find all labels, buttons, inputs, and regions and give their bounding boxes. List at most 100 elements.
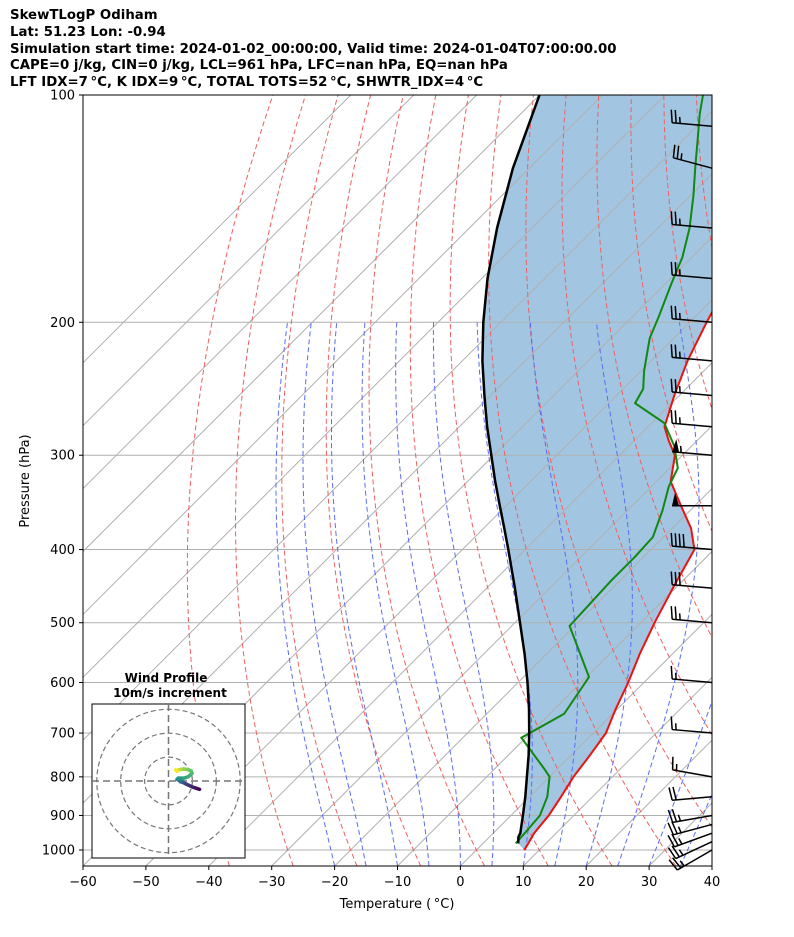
wind-barb [670,378,713,397]
wind-barb [667,841,713,860]
dry-adiabat [561,95,712,736]
barb-shaft [672,356,713,362]
wind-barb [670,305,713,324]
barb-shaft [672,678,713,684]
gridlines-layer [83,95,794,866]
barb-shaft [674,832,713,848]
barb-flag [674,262,677,276]
barb-flag [667,809,674,823]
wind-barb [672,144,713,169]
x-tick-label: −50 [132,875,159,890]
barb-flag [671,833,679,846]
location-line: Lat: 51.23 Lon: -0.94 [10,24,166,40]
moist-adiabat [361,322,430,866]
wind-barb [667,832,713,848]
wind-barb [672,492,712,507]
wind-barb [668,849,713,871]
barb-pennant [672,439,680,453]
barb-flag [667,847,677,860]
barb-flag [670,261,673,276]
barb-flag [670,305,673,319]
isotherm [397,550,712,866]
barb-flag [676,145,680,159]
barb-flag [670,378,673,393]
barb-flag [671,845,680,858]
dry-adiabat [235,95,306,866]
y-tick-label: 200 [50,316,75,331]
moist-adiabat [432,322,495,866]
wind-barb [670,532,713,551]
dry-adiabat [488,95,677,866]
moist-adiabat [711,864,712,866]
barb-half-flag [677,814,682,822]
barb-shaft [673,823,713,836]
dry-adiabat [729,95,794,866]
dry-adiabat [325,95,422,866]
hodograph-subtitle: 10m/s increment [113,686,227,700]
dry-adiabat [281,95,358,866]
barb-shaft [673,157,713,169]
hodograph-inset: Wind Profile 10m/s increment [91,671,246,859]
x-tick-label: 40 [704,875,721,890]
barb-shaft [672,122,713,127]
barb-shaft [672,728,713,734]
barb-shaft [672,618,713,624]
barb-flag [670,211,673,225]
y-tick-label: 700 [50,727,75,742]
x-tick-label: −20 [321,875,348,890]
x-tick-label: −30 [258,875,285,890]
chart-title: SkewTLogP Odiham [10,8,158,23]
isotherm [460,613,712,866]
moist-adiabat [617,322,700,866]
barb-flag [674,410,677,424]
isotherm [145,299,712,866]
barb-flag [670,716,673,730]
barb-flag [671,821,678,835]
y-tick-label: 500 [50,616,75,631]
moist-adiabat [331,322,398,866]
barb-shaft [675,841,713,860]
x-tick-label: −60 [69,875,96,890]
barb-flag [668,859,678,871]
barb-flag [670,109,673,123]
barb-flag [670,571,673,585]
y-tick-label: 1000 [42,844,75,859]
wind-barb [670,211,713,229]
barb-flag [670,344,673,358]
moist-adiabat [648,699,712,866]
barb-flag [678,533,681,547]
barb-shaft [676,849,713,871]
barb-flag [670,665,673,680]
barb-shaft [672,391,713,397]
wind-barb [670,109,713,127]
barb-flag [678,572,681,586]
y-tick-label: 400 [50,543,75,558]
wind-barb [670,344,713,362]
isotherm [83,95,603,616]
barb-half-flag [679,860,685,867]
dry-adiabat [186,95,274,866]
isotherm [83,95,540,553]
dewpoint-line [514,95,704,845]
barb-shaft [672,769,713,778]
barb-shaft [672,545,713,551]
dry-adiabat [663,95,712,411]
wind-barb [672,439,713,456]
barb-flag [670,532,673,547]
wind-barb [670,261,713,280]
barb-flag [674,305,677,320]
barb-flag [671,809,678,822]
barb-shaft [672,795,713,801]
dry-adiabat [762,95,794,866]
index-line: LFT IDX=7 °C, K IDX=9 °C, TOTAL TOTS=52 … [10,75,484,91]
moist-adiabat [529,322,579,866]
hodograph-title: Wind Profile [125,671,208,685]
barb-flag [674,379,677,393]
y-tick-label: 600 [50,676,75,691]
dry-adiabat [368,95,485,866]
isotherm [711,865,712,866]
x-axis-title: Temperature ( °C) [339,897,455,912]
y-tick-label: 100 [50,89,75,104]
moist-adiabat [302,322,367,866]
